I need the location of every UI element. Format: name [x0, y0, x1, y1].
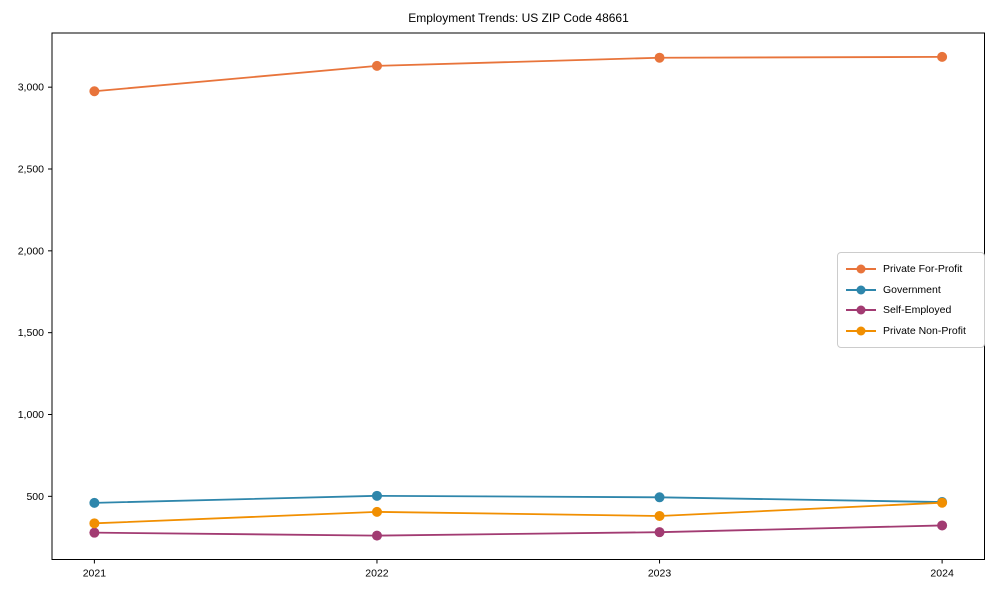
x-tick-label: 2024	[930, 568, 954, 580]
legend-marker-icon	[846, 326, 876, 336]
legend-label: Self-Employed	[883, 304, 952, 317]
data-point-private-non-profit-2024	[937, 497, 948, 508]
y-tick-label: 2,500	[18, 164, 44, 176]
data-point-government-2022	[371, 490, 382, 501]
legend-marker-icon	[846, 285, 876, 295]
legend-label: Government	[883, 283, 941, 296]
x-tick-label: 2021	[83, 568, 107, 580]
legend-marker-icon	[846, 305, 876, 315]
series-line-private-for-profit	[94, 55, 943, 93]
legend-label: Private For-Profit	[883, 263, 963, 276]
series-line-government	[94, 494, 943, 504]
data-point-private-non-profit-2022	[371, 506, 382, 517]
data-point-private-non-profit-2023	[654, 510, 665, 521]
legend: Private For-Profit Government Self-Employe…	[837, 252, 985, 348]
data-point-self-employed-2021	[89, 527, 100, 538]
y-tick-label: 2,000	[18, 245, 44, 257]
data-point-self-employed-2023	[654, 527, 665, 538]
legend-item-government: Government	[846, 280, 976, 301]
legend-item-private-non-profit: Private Non-Profit	[846, 321, 976, 342]
chart-title: Employment Trends: US ZIP Code 48661	[408, 11, 629, 25]
data-point-government-2023	[654, 492, 665, 503]
data-point-private-for-profit-2024	[937, 51, 948, 62]
legend-marker-icon	[846, 264, 876, 274]
y-tick-label: 1,500	[18, 327, 44, 339]
series-line-private-non-profit	[94, 501, 943, 525]
legend-label: Private Non-Profit	[883, 324, 966, 337]
data-point-self-employed-2024	[937, 520, 948, 531]
y-tick-label: 3,000	[18, 82, 44, 94]
data-point-private-for-profit-2021	[89, 86, 100, 97]
legend-item-private-for-profit: Private For-Profit	[846, 259, 976, 280]
x-tick-label: 2023	[648, 568, 672, 580]
data-point-private-for-profit-2023	[654, 52, 665, 63]
legend-item-self-employed: Self-Employed	[846, 300, 976, 321]
series-line-self-employed	[94, 524, 943, 537]
data-point-private-for-profit-2022	[371, 60, 382, 71]
y-tick-label: 1,000	[18, 409, 44, 421]
y-tick-label: 500	[26, 491, 44, 503]
x-tick-label: 2022	[365, 568, 389, 580]
data-point-government-2021	[89, 497, 100, 508]
data-point-self-employed-2022	[371, 530, 382, 541]
data-point-private-non-profit-2021	[89, 518, 100, 529]
